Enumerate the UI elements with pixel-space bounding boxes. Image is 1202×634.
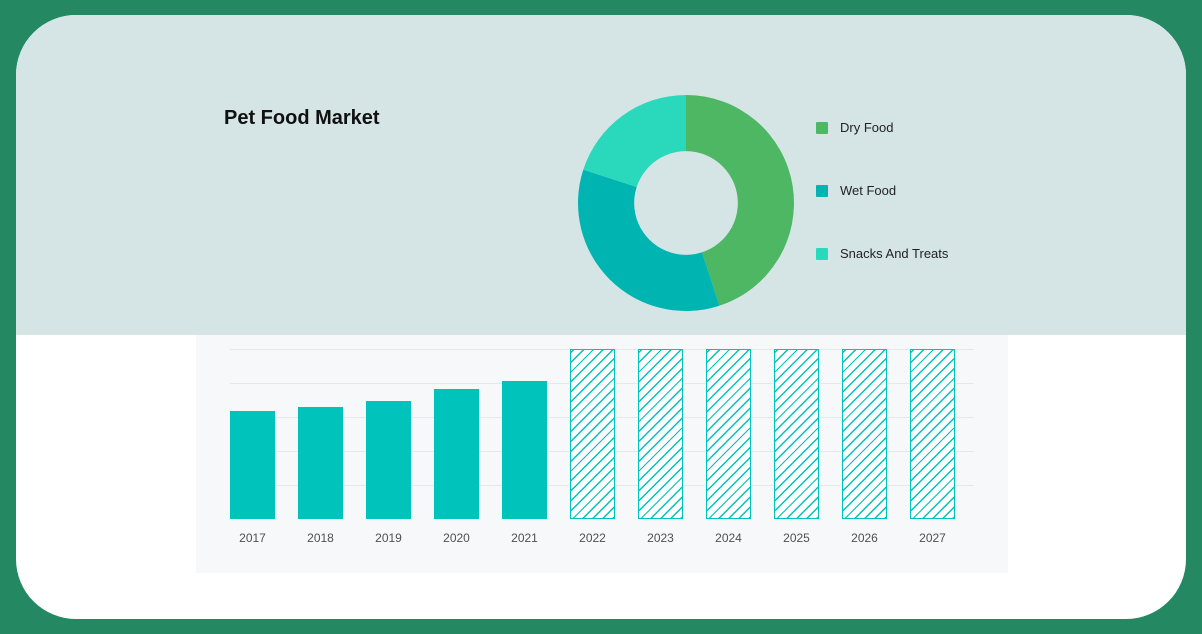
upper-panel: Pet Food Market Dry Food Wet Food Snacks… [16,15,1186,335]
donut-legend: Dry Food Wet Food Snacks And Treats [816,120,948,309]
xaxis-label: 2022 [579,531,606,545]
xaxis-label: 2021 [511,531,538,545]
legend-item-dry-food: Dry Food [816,120,948,135]
chart-title: Pet Food Market [224,107,380,130]
legend-item-wet-food: Wet Food [816,183,948,198]
hatch-fill [775,350,818,518]
xaxis-label: 2025 [783,531,810,545]
bar-2024 [706,349,751,519]
hatch-fill [571,350,614,518]
legend-item-snacks-treats: Snacks And Treats [816,246,948,261]
bar-chart-xaxis: 2017 2018 2019 2020 2021 2022 2023 2024 2025 2026… [230,531,974,551]
hatch-fill [843,350,886,518]
legend-label: Dry Food [840,120,893,135]
bar-2022 [570,349,615,519]
xaxis-label: 2020 [443,531,470,545]
xaxis-label: 2026 [851,531,878,545]
xaxis-label: 2023 [647,531,674,545]
bar-2017 [230,411,275,519]
bar-2027 [910,349,955,519]
bar-chart-plot [230,349,974,519]
infographic-card: Pet Food Market Dry Food Wet Food Snacks… [16,15,1186,619]
xaxis-label: 2024 [715,531,742,545]
legend-swatch [816,122,828,134]
xaxis-label: 2019 [375,531,402,545]
bar-2021 [502,381,547,519]
donut-chart [576,93,796,318]
legend-swatch [816,248,828,260]
xaxis-label: 2027 [919,531,946,545]
bar-2020 [434,389,479,519]
hatch-fill [639,350,682,518]
legend-label: Snacks And Treats [840,246,948,261]
bar-chart-panel: 2017 2018 2019 2020 2021 2022 2023 2024 2025 2026… [196,335,1008,573]
bar-2025 [774,349,819,519]
hatch-fill [707,350,750,518]
bar-2026 [842,349,887,519]
xaxis-label: 2017 [239,531,266,545]
hatch-fill [911,350,954,518]
bar-2018 [298,407,343,519]
legend-label: Wet Food [840,183,896,198]
donut-hole [634,151,738,255]
bar-2019 [366,401,411,519]
bar-2023 [638,349,683,519]
legend-swatch [816,185,828,197]
xaxis-label: 2018 [307,531,334,545]
